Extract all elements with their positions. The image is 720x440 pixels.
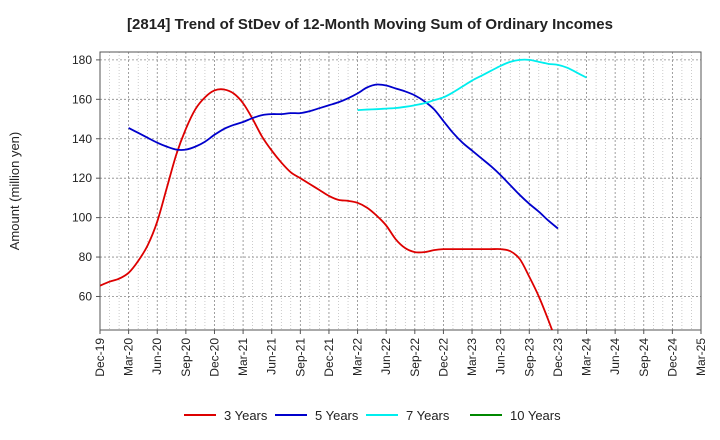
x-tick-label: Sep-21: [293, 338, 307, 377]
series-line-7-years: [357, 58, 587, 112]
x-tick-label: Dec-24: [665, 338, 679, 377]
x-tick-label: Mar-20: [122, 338, 136, 376]
x-tick-label: Mar-25: [694, 338, 708, 376]
series-line-5-years: [128, 83, 559, 230]
x-tick-label: Jun-23: [494, 338, 508, 375]
x-tick-label: Dec-21: [322, 338, 336, 377]
x-tick-label: Jun-21: [265, 338, 279, 375]
x-tick-label: Jun-20: [150, 338, 164, 375]
y-tick-label: 100: [72, 211, 92, 225]
x-tick-label: Mar-22: [351, 338, 365, 376]
legend-label: 7 Years: [406, 408, 450, 423]
y-tick-label: 180: [72, 53, 92, 67]
x-tick-label: Dec-23: [551, 338, 565, 377]
plot-area: [99, 51, 702, 331]
x-tick-label: Sep-20: [179, 338, 193, 377]
y-tick-label: 140: [72, 132, 92, 146]
x-tick-label: Sep-24: [637, 338, 651, 377]
x-tick-label: Dec-20: [207, 338, 221, 377]
y-tick-label: 80: [79, 250, 93, 264]
x-axis: Dec-19 Mar-20 Jun-20 Sep-20 Dec-20 Mar-21 Jun-…: [93, 330, 708, 377]
y-axis: 60 80 100 120 140 160 180: [72, 53, 100, 303]
x-tick-label: Sep-22: [408, 338, 422, 377]
legend-label: 3 Years: [224, 408, 268, 423]
y-tick-label: 120: [72, 171, 92, 185]
grid: [99, 52, 702, 330]
legend: 3 Years 5 Years 7 Years 10 Years: [184, 408, 561, 423]
y-tick-label: 160: [72, 92, 92, 106]
y-axis-label: Amount (million yen): [7, 132, 22, 251]
series-lines: [100, 58, 587, 330]
x-tick-label: Jun-22: [379, 338, 393, 375]
x-tick-label: Mar-24: [580, 338, 594, 376]
x-tick-label: Sep-23: [522, 338, 536, 377]
x-tick-label: Jun-24: [608, 338, 622, 375]
legend-label: 5 Years: [315, 408, 359, 423]
chart-title: [2814] Trend of StDev of 12-Month Moving…: [127, 16, 613, 33]
x-tick-label: Mar-23: [465, 338, 479, 376]
series-line-3-years: [100, 88, 554, 330]
legend-label: 10 Years: [510, 408, 561, 423]
x-tick-label: Mar-21: [236, 338, 250, 376]
y-tick-label: 60: [79, 289, 93, 303]
x-tick-label: Dec-22: [436, 338, 450, 377]
x-tick-label: Dec-19: [93, 338, 107, 377]
